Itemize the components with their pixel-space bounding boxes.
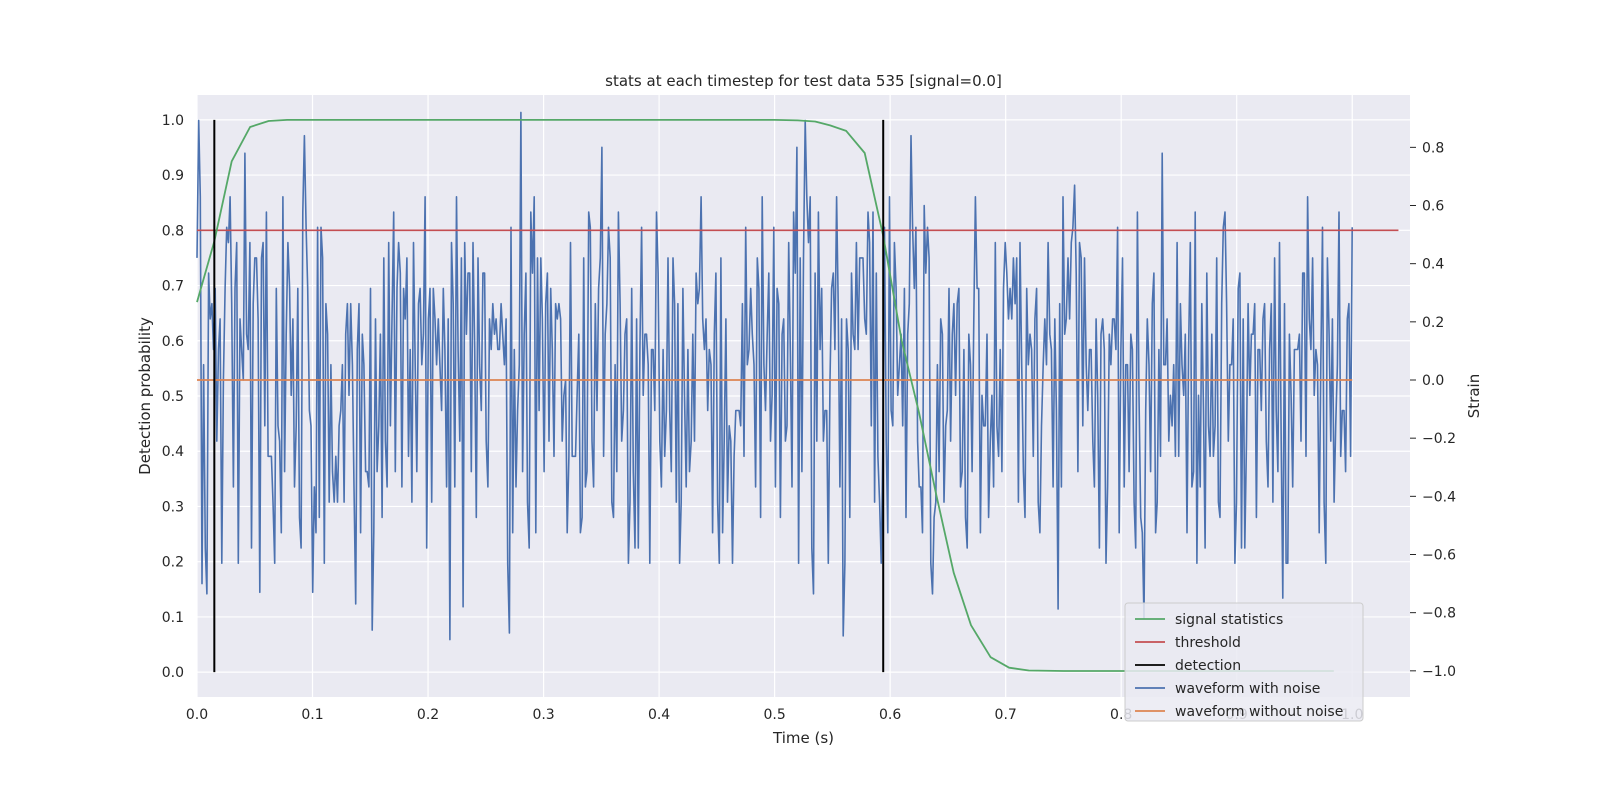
y2-axis-label: Strain: [1465, 374, 1483, 418]
legend-label: signal statistics: [1175, 612, 1283, 628]
y-tick-label: 0.2: [162, 555, 184, 571]
x-tick-label: 0.1: [301, 707, 323, 723]
x-axis-label: Time (s): [772, 729, 834, 747]
legend-label: detection: [1175, 658, 1241, 674]
noisy-waveform-layer: [196, 111, 1353, 641]
y-tick-label: 0.0: [162, 665, 184, 681]
y2-tick-label: 0.4: [1422, 257, 1444, 273]
legend: signal statistics threshold detection wavef…: [1124, 602, 1364, 722]
y-tick-label: 0.9: [162, 168, 184, 184]
x-tick-label: 0.7: [995, 707, 1017, 723]
series-signal-statistics: [196, 119, 1334, 672]
legend-label: waveform without noise: [1175, 704, 1343, 720]
y-tick-label: 0.3: [162, 499, 184, 515]
x-tick-label: 0.2: [417, 707, 439, 723]
x-tick-label: 0.3: [532, 707, 554, 723]
x-tick-label: 0.5: [763, 707, 785, 723]
y-tick-label: 0.1: [162, 610, 184, 626]
y-tick-label: 1.0: [162, 113, 184, 129]
y2-tick-label: −1.0: [1422, 664, 1456, 680]
chart-title: stats at each timestep for test data 535…: [605, 72, 1002, 90]
y-tick-label: 0.6: [162, 334, 184, 350]
legend-box: [1124, 602, 1364, 722]
y2-tick-label: −0.4: [1422, 489, 1456, 505]
y-axis-label: Detection probability: [136, 317, 154, 475]
y2-tick-label: −0.8: [1422, 606, 1456, 622]
x-tick-label: 0.6: [879, 707, 901, 723]
x-tick-label: 0.0: [186, 707, 208, 723]
y-tick-label: 0.4: [162, 444, 184, 460]
y2-tick-label: 0.6: [1422, 199, 1444, 215]
y2-tick-label: 0.2: [1422, 315, 1444, 331]
y-tick-label: 0.7: [162, 279, 184, 295]
y2-tick-label: 0.0: [1422, 373, 1444, 389]
y2-tick-label: −0.6: [1422, 547, 1456, 563]
y2-tick-label: −0.2: [1422, 431, 1456, 447]
y2-tick-label: 0.8: [1422, 140, 1444, 156]
x-tick-label: 0.4: [648, 707, 670, 723]
y-tick-label: 0.8: [162, 223, 184, 239]
series-layer: [196, 119, 1399, 673]
y-tick-label: 0.5: [162, 389, 184, 405]
series-waveform-with-noise: [196, 111, 1353, 641]
legend-items: signal statistics threshold detection wavef…: [1135, 612, 1343, 720]
legend-label: threshold: [1175, 635, 1241, 651]
legend-label: waveform with noise: [1175, 681, 1320, 697]
